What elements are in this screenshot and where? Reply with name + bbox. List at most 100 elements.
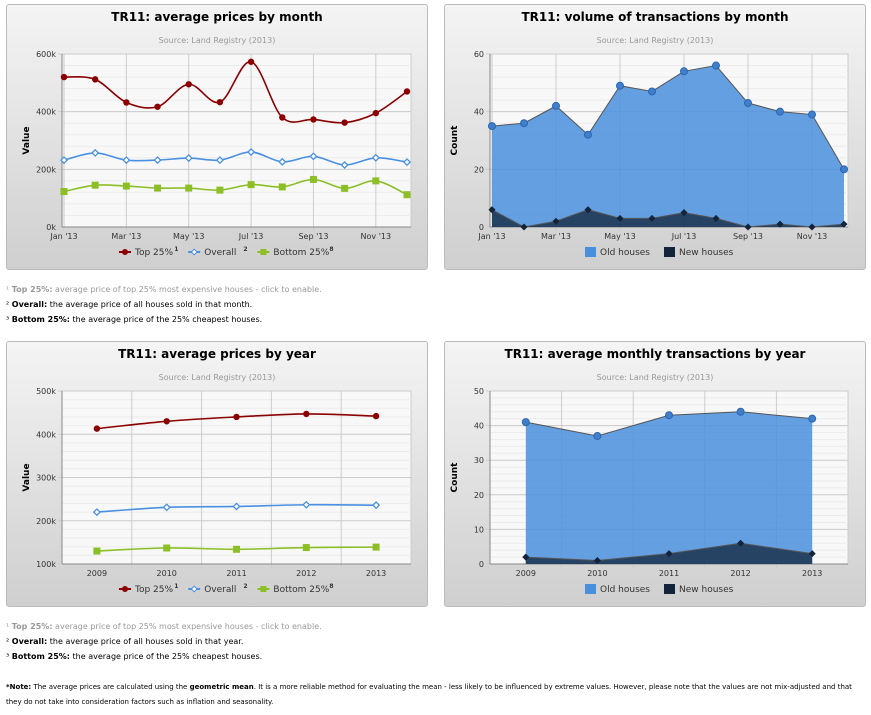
data-point[interactable] [232, 502, 241, 511]
data-point[interactable] [403, 191, 411, 199]
data-point[interactable] [184, 154, 193, 163]
legend-item[interactable]: New houses [664, 247, 734, 258]
data-point[interactable] [403, 88, 411, 95]
data-point[interactable] [521, 418, 530, 427]
data-point[interactable] [648, 214, 656, 222]
data-point[interactable] [520, 119, 528, 128]
data-point[interactable] [616, 214, 624, 222]
data-point[interactable] [123, 99, 130, 106]
data-point[interactable] [122, 182, 130, 190]
data-point[interactable] [279, 114, 286, 121]
data-point[interactable] [402, 158, 412, 167]
data-point[interactable] [520, 223, 528, 231]
data-point[interactable] [488, 122, 496, 131]
data-point[interactable] [92, 508, 101, 517]
legend-superscript: 2 [243, 246, 247, 253]
legend-item[interactable]: Old houses [585, 247, 650, 258]
data-point[interactable] [341, 119, 348, 126]
data-point[interactable] [93, 547, 101, 555]
legend-item[interactable]: Overall 2 [188, 583, 248, 595]
data-point[interactable] [163, 418, 170, 425]
data-point[interactable] [488, 206, 496, 214]
data-point[interactable] [840, 220, 848, 228]
data-point[interactable] [93, 425, 101, 432]
data-point[interactable] [278, 183, 286, 191]
data-point[interactable] [91, 76, 99, 83]
data-point[interactable] [744, 99, 752, 108]
data-point[interactable] [233, 413, 240, 421]
data-point[interactable] [372, 177, 380, 185]
data-point[interactable] [840, 165, 848, 174]
data-point[interactable] [154, 103, 161, 110]
data-point[interactable] [163, 544, 171, 552]
data-point[interactable] [808, 223, 816, 231]
data-point[interactable] [616, 81, 624, 90]
data-point[interactable] [680, 209, 688, 217]
data-point[interactable] [712, 214, 720, 222]
data-point[interactable] [371, 153, 380, 162]
data-point[interactable] [584, 206, 592, 214]
data-point[interactable] [278, 157, 287, 166]
legend-item[interactable]: Overall 2 [188, 246, 248, 258]
data-point[interactable] [736, 407, 745, 416]
footnote[interactable]: ¹ Top 25%: average price of top 25% most… [6, 285, 322, 294]
data-point[interactable] [372, 501, 381, 510]
data-point[interactable] [808, 550, 816, 558]
data-point[interactable] [712, 61, 720, 70]
data-point[interactable] [372, 543, 380, 551]
legend-item[interactable]: Top 25% 1 [119, 246, 178, 258]
data-point[interactable] [162, 503, 171, 512]
legend-item[interactable]: Bottom 25% 8 [257, 583, 334, 595]
legend-marker [260, 586, 267, 592]
data-point[interactable] [233, 545, 240, 553]
data-point[interactable] [60, 73, 68, 81]
data-point[interactable] [309, 152, 318, 161]
data-point[interactable] [154, 184, 162, 192]
data-point[interactable] [744, 223, 752, 231]
data-point[interactable] [216, 98, 224, 106]
data-point[interactable] [247, 148, 256, 157]
data-point[interactable] [60, 188, 68, 196]
x-tick-label: 2010 [157, 569, 177, 578]
data-point[interactable] [340, 160, 349, 170]
data-point[interactable] [776, 107, 784, 116]
data-point[interactable] [665, 411, 673, 420]
legend-label: Bottom 25% [273, 248, 329, 258]
footnote[interactable]: ¹ Top 25%: average price of top 25% most… [6, 622, 322, 631]
data-point[interactable] [302, 500, 311, 509]
data-point[interactable] [247, 58, 255, 65]
data-point[interactable] [372, 412, 380, 420]
data-point[interactable] [665, 550, 673, 558]
data-point[interactable] [680, 67, 688, 76]
data-point[interactable] [552, 101, 560, 110]
data-point[interactable] [91, 181, 99, 189]
data-point[interactable] [153, 156, 162, 165]
data-point[interactable] [247, 181, 255, 189]
data-point[interactable] [215, 156, 224, 165]
data-point[interactable] [216, 186, 224, 194]
data-point[interactable] [91, 148, 100, 157]
data-point[interactable] [776, 220, 784, 228]
legend-item[interactable]: New houses [664, 584, 734, 595]
data-point[interactable] [593, 431, 602, 440]
data-point[interactable] [185, 184, 193, 192]
legend-item[interactable]: Top 25% 1 [119, 583, 178, 595]
data-point[interactable] [808, 110, 816, 119]
data-point[interactable] [59, 156, 69, 165]
data-point[interactable] [584, 130, 592, 139]
legend-item[interactable]: Bottom 25% 8 [257, 246, 334, 258]
data-point[interactable] [341, 184, 349, 192]
data-point[interactable] [648, 87, 656, 96]
data-point[interactable] [310, 116, 317, 123]
data-point[interactable] [808, 414, 817, 423]
footnote-text: the average price of all houses sold in … [47, 637, 244, 646]
legend-label: Overall [204, 585, 236, 595]
data-point[interactable] [122, 156, 131, 165]
data-point[interactable] [309, 175, 317, 183]
data-point[interactable] [303, 410, 310, 418]
data-point[interactable] [552, 217, 560, 225]
data-point[interactable] [185, 81, 192, 88]
legend-item[interactable]: Old houses [585, 584, 650, 595]
data-point[interactable] [302, 544, 310, 552]
data-point[interactable] [372, 109, 380, 117]
